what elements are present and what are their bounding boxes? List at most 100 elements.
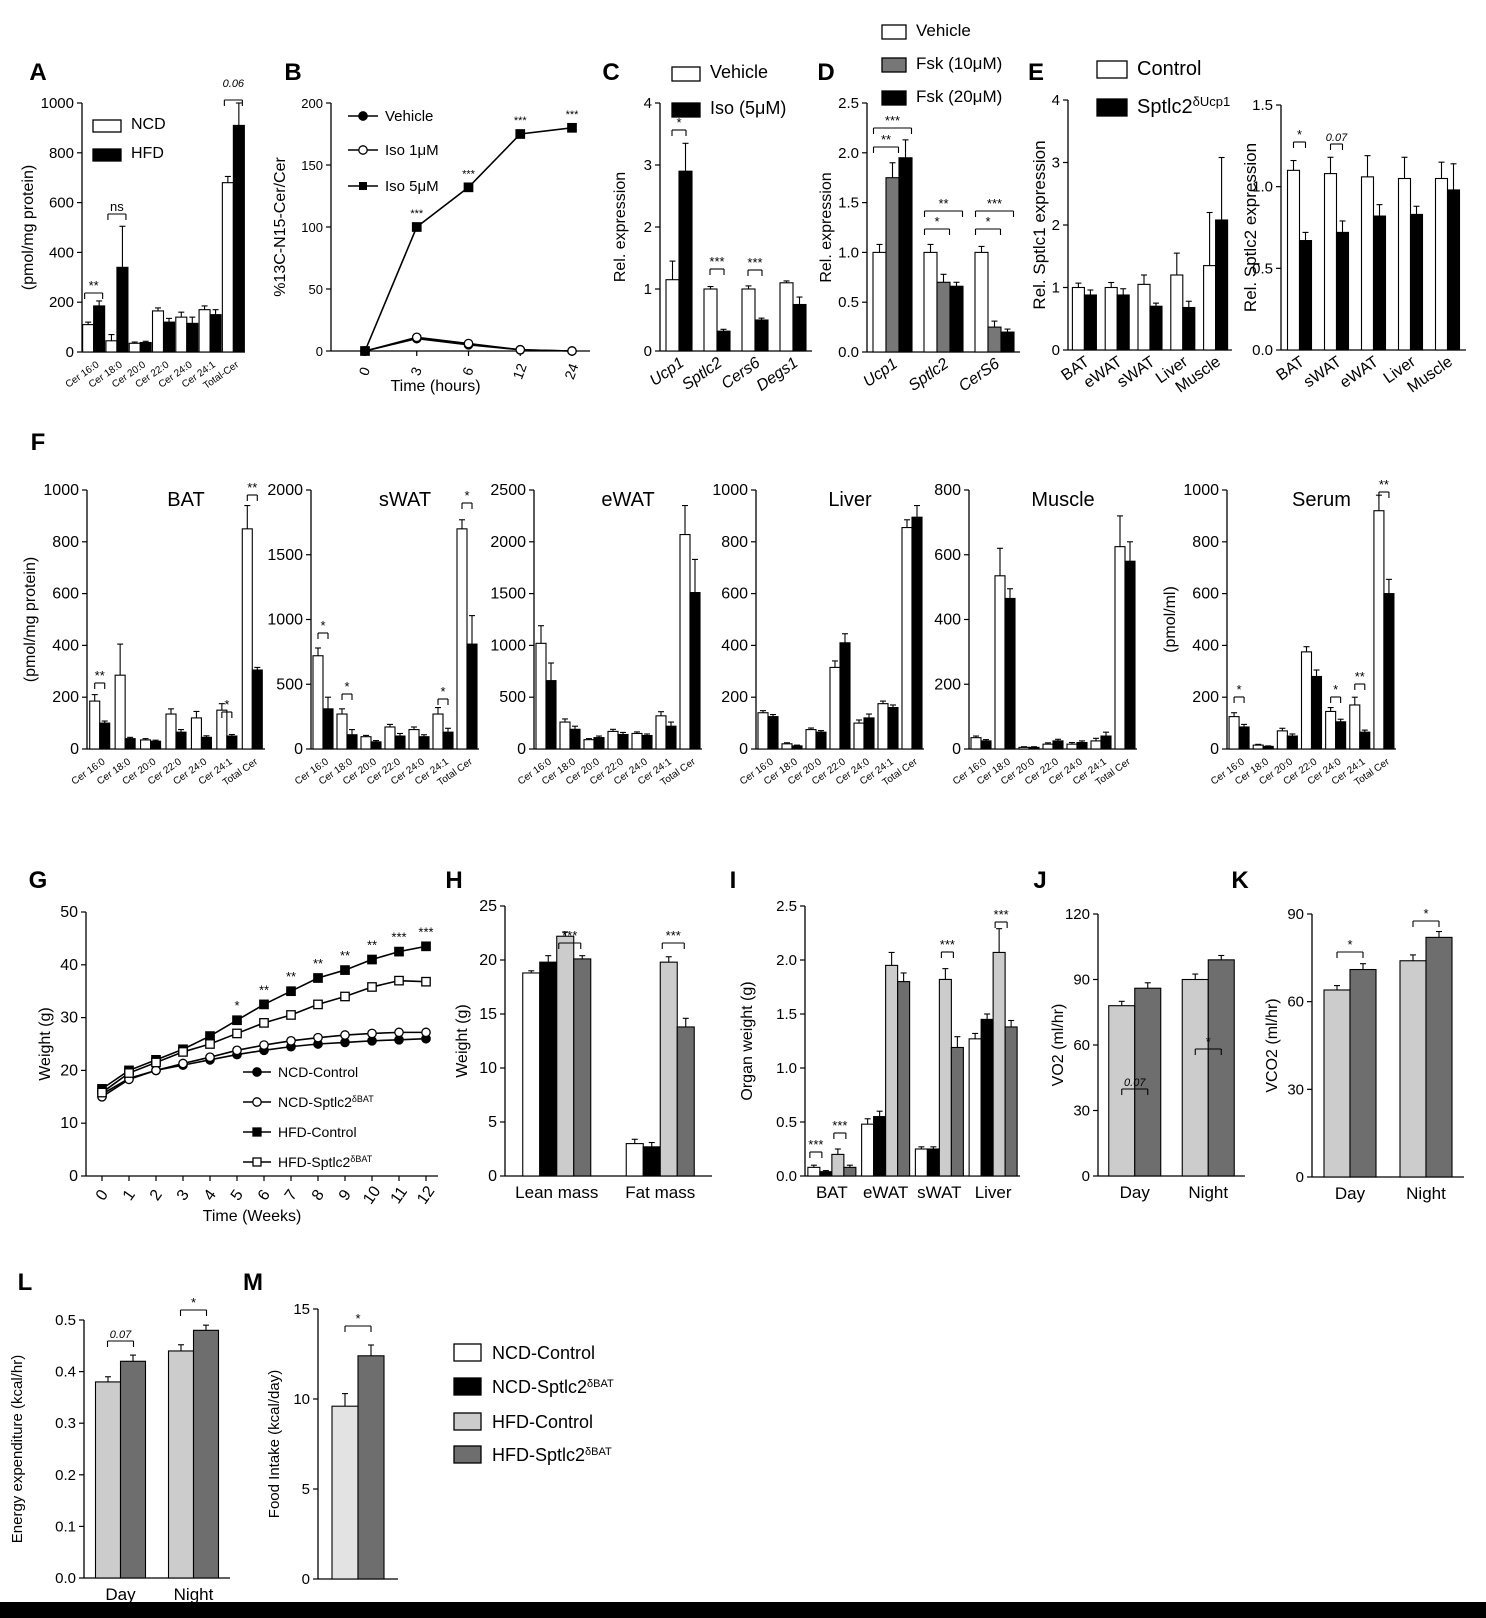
x-tick-label: Ucp1 bbox=[860, 355, 900, 390]
x-tick-label: 12 bbox=[414, 1183, 438, 1207]
sig-label: *** bbox=[940, 937, 955, 952]
bar bbox=[829, 666, 841, 750]
sig-label: ** bbox=[313, 956, 323, 971]
chart-m bbox=[313, 1308, 398, 1580]
y-tick-label: 0.1 bbox=[55, 1518, 76, 1535]
bar bbox=[980, 740, 992, 750]
legend-label: Vehicle bbox=[385, 108, 433, 125]
sig-label: * bbox=[344, 679, 349, 694]
sig-label: * bbox=[440, 684, 445, 699]
bar bbox=[1207, 959, 1235, 1177]
bar bbox=[140, 739, 152, 750]
bar bbox=[767, 716, 779, 750]
x-tick-label: 6 bbox=[459, 365, 477, 378]
legend-swatch bbox=[92, 119, 122, 133]
bar bbox=[642, 1146, 661, 1177]
y-tick-label: 1500 bbox=[490, 586, 526, 603]
bar bbox=[815, 731, 827, 750]
panel-letter-j: J bbox=[1033, 867, 1046, 894]
bar bbox=[843, 1166, 857, 1177]
bar bbox=[936, 281, 951, 353]
bar bbox=[779, 282, 794, 352]
bar bbox=[853, 722, 865, 750]
x-tick-label: Night bbox=[1188, 1183, 1228, 1202]
data-point bbox=[360, 346, 370, 356]
bar bbox=[1182, 306, 1196, 351]
y-tick-label: 2500 bbox=[490, 482, 526, 499]
bar bbox=[831, 1153, 845, 1177]
bar bbox=[165, 713, 177, 750]
y-tick-label: 90 bbox=[1073, 972, 1090, 989]
y-tick-label: 1.0 bbox=[776, 1060, 797, 1077]
y-tick-label: 0 bbox=[644, 343, 652, 360]
data-point bbox=[205, 1052, 215, 1063]
y-tick-label: 2.5 bbox=[776, 898, 797, 915]
legend-marker bbox=[252, 1097, 262, 1107]
bar bbox=[241, 528, 253, 750]
data-point bbox=[463, 182, 474, 193]
bar bbox=[167, 1350, 195, 1579]
y-tick-label: 4 bbox=[644, 95, 652, 112]
chart-f-serum bbox=[1222, 489, 1396, 750]
y-tick-label: 1000 bbox=[490, 637, 526, 654]
bar bbox=[128, 342, 141, 353]
sig-label: * bbox=[1333, 682, 1338, 697]
bar bbox=[1359, 731, 1371, 750]
legend-swatch bbox=[453, 1412, 482, 1431]
sig-label: ** bbox=[367, 938, 377, 953]
bar bbox=[1004, 597, 1016, 750]
series-line bbox=[101, 979, 427, 1094]
bar bbox=[872, 251, 887, 353]
bar bbox=[1124, 560, 1136, 750]
x-tick-label: eWAT bbox=[1337, 353, 1382, 392]
panel-letter-d: D bbox=[817, 59, 834, 86]
y-axis-label: (pmol/ml) bbox=[1162, 586, 1179, 653]
bar bbox=[757, 712, 769, 750]
bar bbox=[151, 310, 165, 353]
sig-label: ** bbox=[340, 948, 350, 963]
bar bbox=[1300, 651, 1313, 750]
bar bbox=[980, 1018, 994, 1177]
bar bbox=[676, 1026, 695, 1177]
legend-label: Iso 1μM bbox=[385, 142, 439, 159]
bar bbox=[949, 285, 964, 353]
bar bbox=[974, 251, 989, 353]
bar bbox=[987, 326, 1002, 353]
bar bbox=[251, 669, 263, 750]
sig-label: ** bbox=[1379, 477, 1389, 492]
bar bbox=[887, 707, 899, 750]
data-point bbox=[232, 1028, 242, 1039]
bar bbox=[1071, 286, 1085, 351]
sig-label: * bbox=[934, 214, 939, 229]
chart-a bbox=[77, 99, 245, 353]
y-tick-label: 800 bbox=[1192, 534, 1219, 551]
bar bbox=[791, 745, 803, 750]
bar bbox=[1286, 735, 1298, 750]
bar bbox=[911, 516, 923, 750]
chart-b bbox=[326, 102, 590, 356]
sig-label: *** bbox=[514, 115, 528, 127]
y-tick-label: 500 bbox=[276, 676, 303, 693]
series-line bbox=[101, 945, 427, 1090]
data-point bbox=[367, 982, 377, 992]
legend-label: Sptlc2δUcp1 bbox=[1137, 94, 1230, 119]
y-tick-label: 0 bbox=[517, 741, 526, 758]
bar bbox=[861, 1123, 875, 1177]
sig-label: * bbox=[1237, 682, 1242, 697]
bar bbox=[970, 737, 982, 750]
data-point bbox=[515, 129, 526, 139]
bar bbox=[93, 305, 106, 353]
y-tick-label: 1000 bbox=[1183, 482, 1219, 499]
sig-label: * bbox=[1423, 906, 1428, 921]
y-tick-label: 0.0 bbox=[1252, 342, 1273, 359]
y-tick-label: 0 bbox=[952, 741, 961, 758]
bar bbox=[408, 729, 420, 750]
x-tick-label: 0 bbox=[355, 365, 373, 378]
legend-label: NCD-Sptlc2δBAT bbox=[492, 1377, 614, 1397]
bar bbox=[754, 319, 769, 352]
bar bbox=[1083, 294, 1097, 351]
chart-k bbox=[1307, 913, 1464, 1178]
bar bbox=[716, 330, 731, 352]
sig-label: * bbox=[224, 697, 229, 712]
legend-label: Vehicle bbox=[710, 62, 768, 82]
